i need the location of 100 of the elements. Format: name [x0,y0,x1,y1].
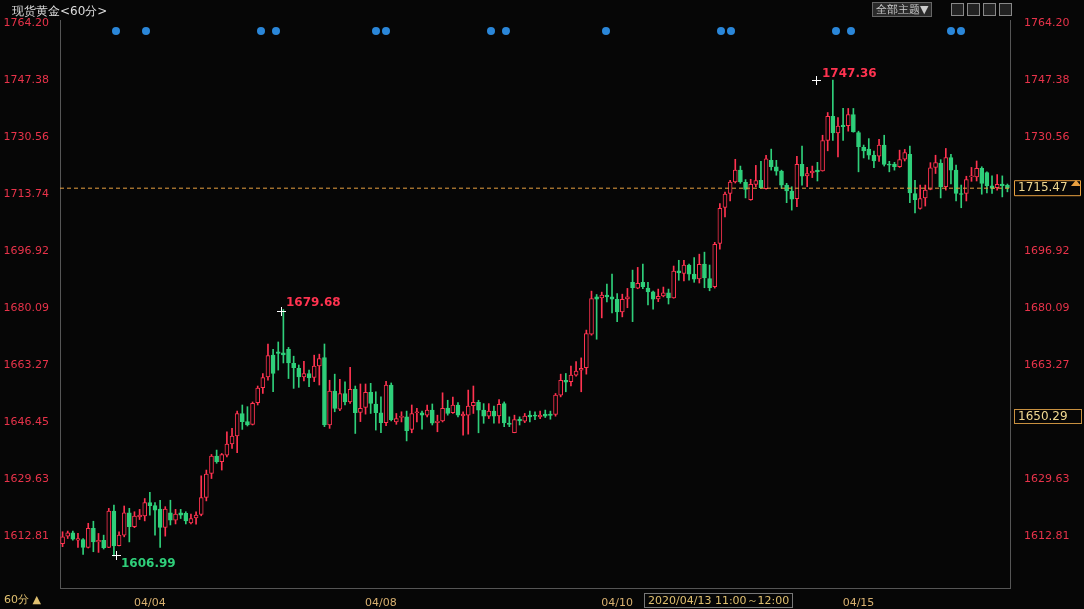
candlestick [414,408,420,423]
y-tick-label: 1696.92 [3,243,49,257]
candlestick [553,393,558,417]
x-tick-label: 04/15 [842,596,875,609]
candlestick [964,175,969,202]
candlestick [558,373,564,398]
candlestick [178,509,184,519]
ref-line-label: 1715.47 [1018,180,1068,195]
candlestick [676,259,682,281]
candlestick [173,509,178,525]
y-tick-label: 1646.45 [3,414,49,428]
text: 2020/04/13 11:00～12:00 [644,593,794,608]
candlestick [132,511,137,529]
candlestick [60,531,65,547]
candlestick [661,286,666,298]
candlestick [707,264,712,292]
annotation: 1679.68 [286,295,341,309]
candlestick [440,392,445,423]
annotation: 1606.99 [121,556,176,570]
candlestick [820,134,825,172]
candlestick [532,411,538,420]
candlestick [214,449,219,464]
candlestick [738,165,743,184]
candlestick [635,267,641,290]
y2-tick-label: 1730.56 [1024,129,1070,143]
candlestick [250,401,255,426]
y2-tick-label: 1764.20 [1024,15,1070,29]
candlestick [589,290,594,336]
candlestick [897,149,902,168]
text: 60分 ▲ [4,593,41,606]
candlestick [696,253,702,284]
text: 1650.29 [1014,409,1082,424]
y-tick-label: 1747.38 [3,72,49,86]
candlestick [286,347,291,379]
y-tick-label: 1680.09 [3,300,49,314]
candlestick [748,178,754,201]
candlestick [394,413,399,425]
y2-tick-label: 1747.38 [1024,72,1070,86]
candlestick [275,341,281,371]
candlestick [861,144,866,159]
y2-tick-label: 1663.27 [1024,357,1070,371]
candlestick [548,410,553,420]
candlestick [358,383,363,422]
candlestick [784,183,789,203]
y2-tick-label: 1612.81 [1024,528,1070,542]
candlestick [404,410,409,442]
candlestick [779,169,784,189]
candlestick [671,265,676,299]
candlestick [471,385,476,414]
candlestick [101,534,106,550]
candlestick [886,160,892,173]
candlestick [563,373,569,393]
candlestick [578,357,584,393]
candlestick [91,520,96,553]
annotation: 1747.36 [822,66,877,80]
candlestick [774,159,779,176]
candlestick [512,414,517,434]
candlestick [928,162,933,191]
candlestick [969,167,974,182]
candlestick [204,469,209,502]
x-tick-label: 04/04 [134,596,166,609]
candlestick [851,108,856,133]
x-tick-label: 04/08 [365,596,397,609]
candlestick [316,353,322,386]
candlestick [168,499,173,526]
candlestick [368,382,374,414]
candlestick [933,154,938,174]
candlestick [753,165,759,188]
y-tick-label: 1730.56 [3,129,49,143]
candlestick [322,343,327,428]
candlestick [327,379,332,429]
candlestick [691,257,697,283]
x-tick-label: 04/10 [601,596,634,609]
candlestick [856,130,861,173]
candlestick [630,269,635,322]
candlestick [938,159,944,199]
y-tick-label: 1663.27 [3,357,49,371]
candlestick [584,329,589,375]
text: 全部主题▼ [872,2,933,17]
y-tick-label: 1629.63 [3,471,49,485]
candlestick [373,391,379,431]
candlestick [126,508,132,543]
candlestick [75,533,81,548]
y2-tick-label: 1629.63 [1024,471,1070,485]
candlestick [476,399,481,434]
candlestick [209,454,214,479]
candlestick [666,288,671,305]
candlestick [974,160,979,182]
candlestick [594,294,599,340]
y2-tick-label: 1696.92 [1024,243,1070,257]
candlestick [465,389,471,435]
candlestick [506,416,512,428]
candlestick [291,355,296,389]
candlestick [481,403,486,424]
y-tick-label: 1713.74 [3,186,49,200]
y2-tick-label: 1680.09 [1024,300,1070,314]
candlestick [363,383,368,415]
candlestick [743,179,748,199]
candlestick [702,251,707,289]
y-tick-label: 1612.81 [3,528,49,542]
